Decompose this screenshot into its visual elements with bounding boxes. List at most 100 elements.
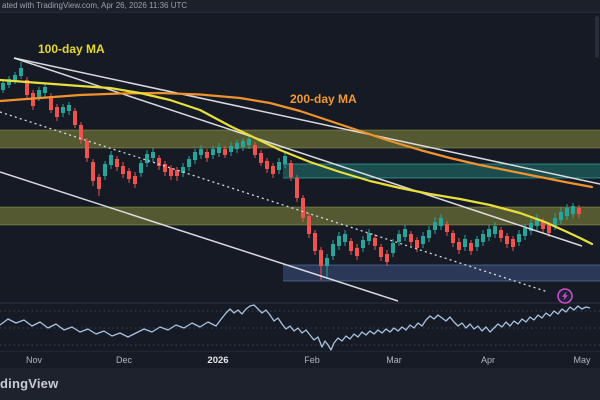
candle-body: [367, 233, 371, 241]
candle-body: [283, 156, 287, 164]
candle-body: [61, 107, 65, 113]
candle-body: [253, 145, 257, 155]
candle-body: [385, 254, 389, 262]
candle-body: [439, 218, 443, 226]
candle-body: [145, 154, 149, 163]
candle-body: [571, 206, 575, 214]
candle-body: [127, 171, 131, 179]
candle-body: [55, 107, 59, 117]
candle-body: [553, 218, 557, 226]
candle-body: [361, 240, 365, 248]
candle-body: [7, 79, 11, 85]
candle-body: [433, 222, 437, 230]
time-axis-label: Nov: [25, 355, 43, 365]
candle-body: [85, 141, 89, 158]
time-axis-label: Apr: [480, 355, 496, 365]
candle-body: [241, 141, 245, 147]
candle-body: [415, 240, 419, 248]
teal-resistance-zone: [283, 164, 600, 178]
candle-body: [301, 198, 305, 218]
candle-body: [37, 90, 41, 97]
candle-body: [469, 243, 473, 251]
candle-body: [211, 149, 215, 155]
candle-body: [139, 163, 143, 173]
time-axis[interactable]: Nov Dec 2026 Feb Mar Apr May: [0, 352, 600, 368]
candle-body: [259, 153, 263, 163]
candle-body: [565, 208, 569, 216]
candle-body: [235, 143, 239, 149]
candle-body: [199, 149, 203, 155]
candle-body: [1, 83, 5, 90]
candle-body: [499, 230, 503, 238]
candle-body: [265, 161, 269, 169]
candle-body: [247, 139, 251, 145]
blue-support-zone: [283, 265, 600, 281]
candle-body: [325, 258, 329, 266]
trendline-fan-upper: [13, 57, 600, 185]
candle-body: [13, 75, 17, 81]
candle-body: [175, 170, 179, 176]
candle-body: [73, 111, 77, 125]
candle-body: [217, 147, 221, 153]
candle-body: [487, 229, 491, 237]
candle-body: [517, 234, 521, 242]
candle-body: [529, 223, 533, 231]
candle-body: [349, 241, 353, 251]
time-axis-label: May: [573, 355, 591, 365]
candle-body: [151, 152, 155, 158]
candle-body: [511, 239, 515, 247]
candle-body: [163, 164, 167, 172]
candle-body: [295, 178, 299, 198]
time-axis-label: 2026: [207, 355, 229, 366]
candle-body: [343, 234, 347, 242]
candle-body: [25, 80, 29, 95]
candle-body: [133, 176, 137, 184]
attribution-bar: ated with TradingView.com, Apr 26, 2026 …: [0, 0, 600, 13]
candle-body: [397, 234, 401, 242]
candle-body: [481, 234, 485, 242]
candle-body: [457, 242, 461, 250]
candle-body: [277, 162, 281, 170]
candle-body: [559, 212, 563, 220]
candle-body: [331, 244, 335, 256]
candle-body: [115, 159, 119, 167]
candle-body: [523, 228, 527, 236]
rsi-line: [0, 304, 591, 351]
candle-body: [355, 248, 359, 256]
candle-body: [91, 162, 95, 181]
attribution-text: ated with TradingView.com, Apr 26, 2026 …: [2, 1, 188, 10]
candle-body: [337, 236, 341, 246]
candle-body: [205, 152, 209, 158]
candle-body: [547, 225, 551, 233]
tradingview-logo[interactable]: dingView: [0, 376, 59, 391]
trendline-fan-mid: [13, 57, 583, 247]
candle-body: [121, 166, 125, 174]
candle-body: [445, 224, 449, 232]
ma200-label: 200-day MA: [290, 92, 357, 106]
scrollbar-handle[interactable]: [595, 16, 599, 58]
ma100-line: [0, 78, 594, 246]
time-axis-label: Mar: [386, 355, 402, 365]
candle-body: [505, 236, 509, 244]
ma200-line: [0, 91, 594, 189]
time-axis-label: Dec: [115, 355, 133, 365]
candle-body: [379, 247, 383, 257]
candle-body: [187, 159, 191, 167]
trendline-channel-lower: [0, 171, 399, 302]
candle-body: [97, 177, 101, 189]
candle-body: [49, 96, 53, 110]
candle-body: [475, 239, 479, 247]
time-axis-label: Feb: [304, 355, 320, 365]
candle-body: [193, 152, 197, 160]
candle-body: [421, 236, 425, 244]
candle-body: [109, 155, 113, 165]
candle-body: [463, 239, 467, 247]
footer-bar: dingView: [0, 368, 600, 400]
candle-body: [67, 105, 71, 111]
candle-body: [409, 234, 413, 242]
candle-body: [43, 87, 47, 93]
candle-body: [577, 208, 581, 214]
candle-body: [169, 168, 173, 176]
